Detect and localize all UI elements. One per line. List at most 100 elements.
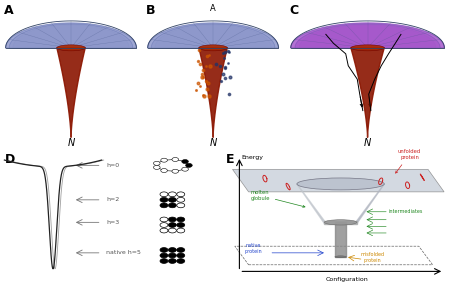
Polygon shape — [321, 30, 414, 48]
Polygon shape — [308, 27, 427, 48]
Polygon shape — [338, 34, 397, 48]
Circle shape — [160, 203, 168, 208]
Point — [193, 88, 200, 93]
Polygon shape — [177, 31, 249, 48]
Circle shape — [182, 167, 189, 171]
Ellipse shape — [199, 45, 227, 51]
Polygon shape — [166, 28, 260, 48]
Polygon shape — [152, 24, 275, 48]
Text: B: B — [146, 5, 156, 17]
Point — [203, 63, 210, 68]
Polygon shape — [173, 30, 253, 48]
Polygon shape — [6, 23, 136, 48]
Text: intermediates: intermediates — [389, 209, 423, 214]
Polygon shape — [357, 184, 384, 224]
Circle shape — [168, 248, 176, 252]
Text: Configuration: Configuration — [326, 277, 369, 282]
Point — [200, 74, 207, 79]
Text: native h=5: native h=5 — [106, 250, 141, 255]
Circle shape — [160, 197, 168, 202]
Circle shape — [177, 259, 185, 263]
Point — [197, 84, 204, 89]
Polygon shape — [199, 48, 227, 138]
Circle shape — [168, 253, 176, 258]
Polygon shape — [359, 40, 376, 48]
Ellipse shape — [324, 220, 357, 225]
Text: native
protein: native protein — [244, 243, 262, 254]
Circle shape — [168, 222, 176, 227]
Circle shape — [160, 259, 168, 263]
Polygon shape — [233, 169, 444, 192]
Polygon shape — [364, 41, 372, 48]
Polygon shape — [57, 48, 85, 138]
Polygon shape — [295, 24, 440, 48]
Polygon shape — [351, 48, 384, 138]
Polygon shape — [9, 24, 133, 48]
Circle shape — [168, 228, 176, 233]
Polygon shape — [64, 40, 78, 48]
Circle shape — [186, 163, 192, 167]
Circle shape — [160, 248, 168, 252]
Polygon shape — [346, 37, 389, 48]
Polygon shape — [162, 27, 264, 48]
Polygon shape — [235, 246, 433, 265]
Polygon shape — [350, 38, 385, 48]
Point — [213, 62, 220, 67]
Text: unfolded
protein: unfolded protein — [396, 149, 421, 173]
Ellipse shape — [297, 178, 384, 190]
Point — [217, 79, 224, 84]
Text: N: N — [364, 138, 371, 148]
Polygon shape — [38, 32, 104, 48]
Polygon shape — [333, 34, 402, 48]
Point — [197, 62, 204, 66]
Polygon shape — [67, 41, 75, 48]
Point — [226, 91, 233, 96]
Polygon shape — [155, 25, 271, 48]
Circle shape — [177, 248, 185, 252]
Polygon shape — [299, 25, 436, 48]
Point — [226, 75, 233, 79]
Polygon shape — [342, 36, 393, 48]
Polygon shape — [170, 29, 257, 48]
Text: Energy: Energy — [242, 155, 264, 160]
Circle shape — [182, 160, 189, 164]
Polygon shape — [53, 37, 89, 48]
Polygon shape — [188, 34, 239, 48]
Circle shape — [172, 169, 179, 173]
Circle shape — [153, 166, 160, 169]
Polygon shape — [159, 26, 267, 48]
Circle shape — [177, 253, 185, 258]
Polygon shape — [60, 39, 82, 48]
Polygon shape — [49, 36, 93, 48]
Text: misfolded
protein: misfolded protein — [361, 252, 385, 263]
Polygon shape — [191, 36, 235, 48]
Text: C: C — [289, 5, 298, 17]
Point — [199, 93, 206, 98]
Polygon shape — [335, 222, 346, 257]
Circle shape — [168, 197, 176, 202]
Circle shape — [168, 192, 176, 197]
Point — [205, 93, 212, 98]
Polygon shape — [329, 32, 406, 48]
Circle shape — [177, 228, 185, 233]
Circle shape — [168, 203, 176, 208]
Circle shape — [153, 161, 160, 165]
Polygon shape — [195, 37, 231, 48]
Point — [221, 76, 229, 80]
Point — [206, 53, 213, 57]
Circle shape — [160, 222, 168, 227]
Text: A: A — [210, 5, 216, 14]
Circle shape — [160, 217, 168, 222]
Point — [219, 51, 226, 56]
Polygon shape — [180, 32, 246, 48]
Polygon shape — [312, 28, 423, 48]
Circle shape — [160, 192, 168, 197]
Polygon shape — [20, 27, 122, 48]
Circle shape — [177, 217, 185, 222]
Point — [220, 72, 227, 77]
Point — [203, 87, 211, 91]
Polygon shape — [304, 26, 432, 48]
Circle shape — [161, 158, 167, 162]
Text: N: N — [67, 138, 75, 148]
Text: D: D — [5, 153, 15, 166]
